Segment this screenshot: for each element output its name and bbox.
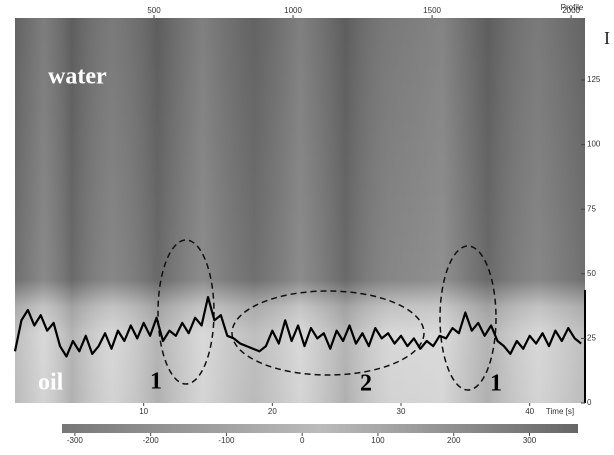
annotation: 1 xyxy=(490,371,502,397)
colorbar-tick-label: 100 xyxy=(371,436,385,445)
colorbar-tick-label: -100 xyxy=(218,436,235,445)
y-tick-label: 100 xyxy=(587,140,601,149)
y-tick-label: 25 xyxy=(587,334,596,343)
x-tick-label: 30 xyxy=(397,407,406,416)
colorbar-tick-label: 0 xyxy=(300,436,305,445)
heatmap-texture xyxy=(15,18,585,403)
annotation: water xyxy=(48,64,107,90)
annotation: oil xyxy=(38,370,64,396)
colorbar-tick-label: 300 xyxy=(523,436,537,445)
y-tick-label: 125 xyxy=(587,75,601,84)
ellipse xyxy=(231,290,425,376)
top-tick-label: 500 xyxy=(147,6,161,15)
axis-label: Profile xyxy=(561,3,584,12)
colorbar-tick-label: -200 xyxy=(143,436,160,445)
ellipse xyxy=(439,245,497,391)
top-tick-label: 1000 xyxy=(284,6,302,15)
y-tick-label: 75 xyxy=(587,204,596,213)
annotation: 2 xyxy=(360,371,372,397)
colorbar-tick-label: -300 xyxy=(67,436,84,445)
top-tick-label: 2000 xyxy=(562,6,580,15)
ellipse xyxy=(157,239,215,385)
line xyxy=(13,295,582,358)
y-tick-label: 0 xyxy=(587,398,592,407)
colorbar-tick-label: 200 xyxy=(447,436,461,445)
x-tick-label: 10 xyxy=(139,407,148,416)
top-tick-label: 1500 xyxy=(423,6,441,15)
annotation: I xyxy=(604,28,610,48)
x-tick-label: 20 xyxy=(268,407,277,416)
y-tick-label: 50 xyxy=(587,269,596,278)
x-tick-label: 40 xyxy=(525,407,534,416)
region-outlines xyxy=(157,239,497,391)
colorbar xyxy=(62,424,578,433)
annotation: 1 xyxy=(150,369,162,395)
axis-label: Time [s] xyxy=(546,407,574,416)
